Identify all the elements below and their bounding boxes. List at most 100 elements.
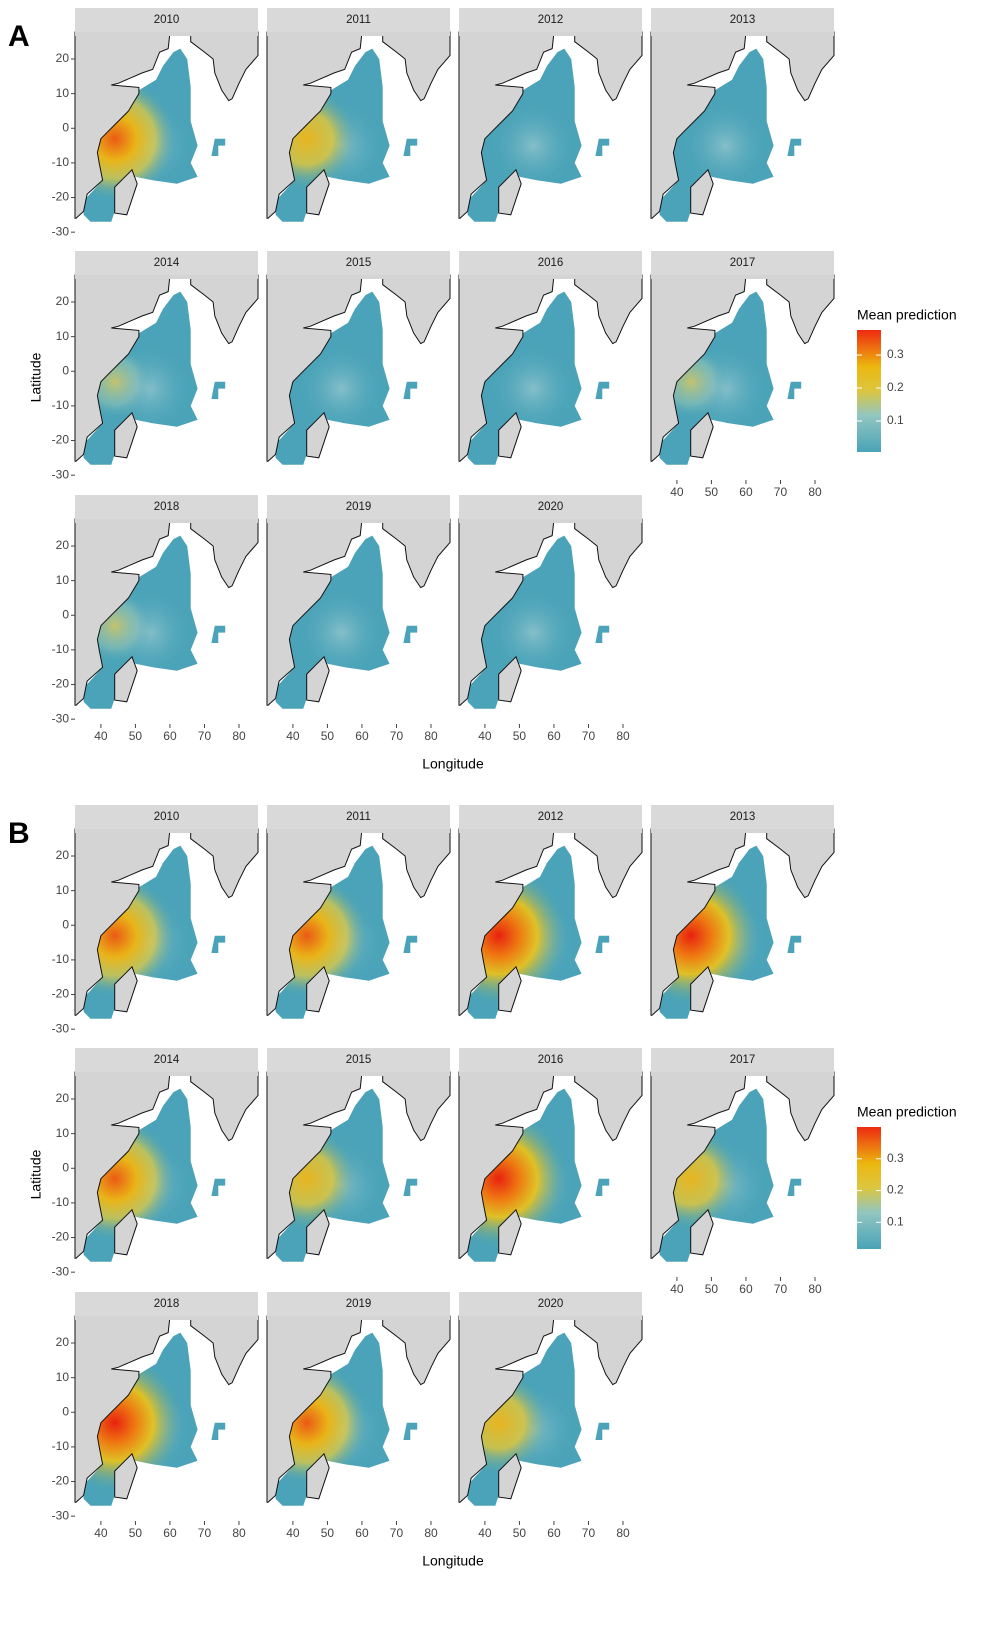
facet-title: 2017	[730, 1054, 756, 1066]
land	[458, 1315, 555, 1503]
y-tick-label: -30	[52, 467, 70, 481]
facet	[650, 828, 835, 1034]
facet-title: 2014	[154, 257, 180, 269]
x-tick-label: 50	[513, 1526, 527, 1540]
facet-title: 2013	[730, 811, 756, 823]
y-tick-label: 10	[56, 1126, 70, 1140]
x-tick-label: 50	[705, 485, 719, 499]
facet-strip	[75, 251, 258, 275]
prediction-area	[211, 1178, 226, 1196]
top-land	[651, 829, 834, 833]
land	[114, 965, 138, 1013]
x-tick-label: 70	[390, 729, 404, 743]
prediction-area	[787, 935, 802, 953]
facet-title: 2011	[346, 811, 371, 823]
x-tick-label: 60	[355, 729, 369, 743]
colorbar-label: 0.2	[887, 380, 904, 394]
land	[74, 1071, 171, 1259]
prediction-area	[595, 138, 610, 156]
x-tick-label: 50	[129, 729, 143, 743]
land	[458, 828, 555, 1016]
y-tick-label: 20	[56, 51, 70, 65]
top-land	[459, 829, 642, 833]
land	[74, 274, 171, 462]
land	[74, 828, 171, 1016]
facet-strip	[267, 805, 450, 829]
land	[306, 1452, 330, 1500]
legend-title: Mean prediction	[857, 1104, 957, 1120]
land	[266, 518, 363, 706]
facet-title: 2015	[346, 1054, 372, 1066]
y-axis-title: Latitude	[28, 352, 44, 402]
x-tick-label: 80	[808, 485, 822, 499]
facet-strip	[75, 1292, 258, 1316]
land	[650, 1071, 747, 1259]
top-land	[459, 32, 642, 36]
y-tick-label: -20	[52, 190, 70, 204]
y-tick-label: 0	[62, 1160, 69, 1174]
facet-strip	[459, 495, 642, 519]
top-land	[267, 829, 450, 833]
top-land	[75, 1316, 258, 1320]
facet-title: 2012	[538, 14, 564, 26]
colorbar-label: 0.2	[887, 1183, 904, 1197]
x-tick-label: 60	[739, 1282, 753, 1296]
prediction-area	[211, 1422, 226, 1440]
facet	[266, 274, 451, 480]
y-tick-label: 0	[62, 607, 69, 621]
facet-strip	[651, 1048, 834, 1072]
facet-strip	[75, 8, 258, 32]
facet-title: 2012	[538, 811, 564, 823]
prediction-area	[787, 381, 802, 399]
prediction-area	[595, 1422, 610, 1440]
prediction-area	[211, 625, 226, 643]
land	[498, 411, 522, 459]
facet-title: 2010	[154, 14, 180, 26]
facet-strip	[459, 8, 642, 32]
facet-strip	[267, 251, 450, 275]
facet	[458, 828, 643, 1034]
colorbar-label: 0.3	[887, 347, 904, 361]
x-tick-label: 50	[513, 729, 527, 743]
prediction-area	[595, 935, 610, 953]
y-tick-label: -10	[52, 398, 70, 412]
facet-title: 2018	[154, 1298, 180, 1310]
top-land	[267, 275, 450, 279]
prediction-area	[595, 381, 610, 399]
land	[498, 1452, 522, 1500]
land	[458, 31, 555, 219]
top-land	[75, 1072, 258, 1076]
y-tick-label: 10	[56, 883, 70, 897]
facet	[266, 1315, 451, 1521]
facet	[74, 1071, 259, 1277]
y-tick-label: 10	[56, 329, 70, 343]
facet	[458, 518, 643, 724]
x-tick-label: 50	[321, 1526, 335, 1540]
top-land	[459, 1072, 642, 1076]
x-tick-label: 70	[774, 485, 788, 499]
facet-strip	[75, 805, 258, 829]
land	[458, 1071, 555, 1259]
y-tick-label: -10	[52, 155, 70, 169]
facet	[74, 828, 259, 1034]
facet-title: 2019	[346, 501, 372, 513]
facet	[458, 274, 643, 480]
facet-strip	[459, 251, 642, 275]
prediction-area	[787, 1178, 802, 1196]
facet	[74, 1315, 259, 1521]
y-tick-label: 20	[56, 294, 70, 308]
x-tick-label: 40	[286, 729, 300, 743]
y-tick-label: -20	[52, 1474, 70, 1488]
land	[114, 1452, 138, 1500]
land	[114, 655, 138, 703]
facet-strip	[267, 1292, 450, 1316]
x-tick-label: 40	[478, 729, 492, 743]
prediction-area	[211, 935, 226, 953]
facet	[458, 31, 643, 237]
land	[266, 828, 363, 1016]
prediction-area	[595, 625, 610, 643]
colorbar-label: 0.1	[887, 1214, 904, 1228]
x-tick-label: 40	[670, 1282, 684, 1296]
facet-title: 2020	[538, 1298, 564, 1310]
x-tick-label: 60	[163, 1526, 177, 1540]
